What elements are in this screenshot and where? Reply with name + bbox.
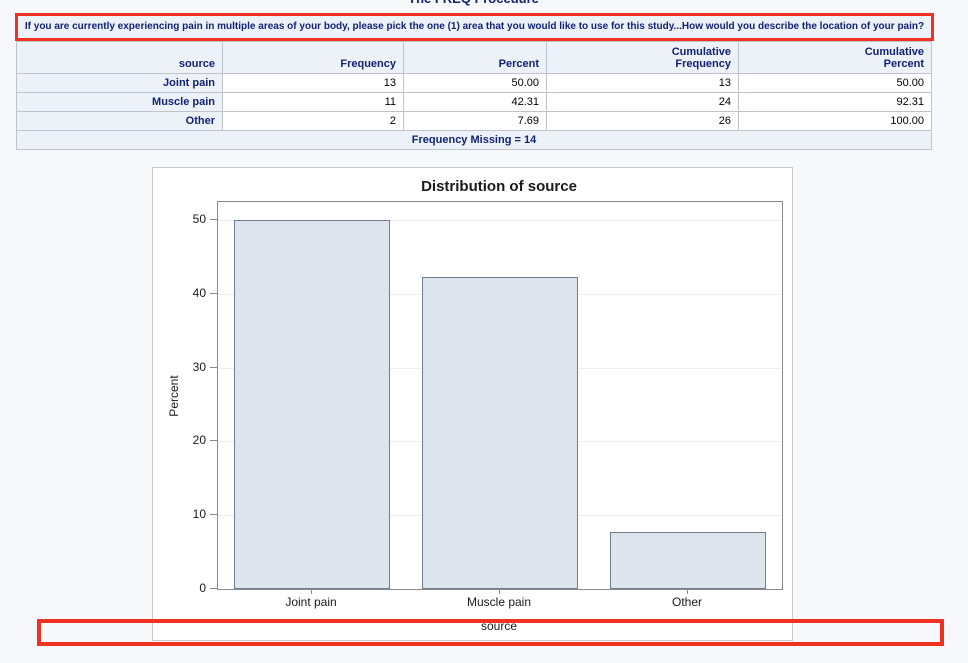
cell-frequency: 11	[222, 92, 404, 112]
y-tick-label: 30	[192, 359, 206, 374]
y-tick-label: 40	[192, 285, 206, 300]
plot-area	[217, 201, 783, 590]
col-header-cumulative-frequency: Cumulative Frequency	[546, 41, 739, 74]
table-footer-row: Frequency Missing = 14	[16, 130, 932, 150]
cell-frequency: 13	[222, 73, 404, 93]
cell-cumulative-frequency: 26	[546, 111, 739, 131]
y-tick-label: 10	[192, 507, 206, 522]
frequency-missing-note: Frequency Missing = 14	[16, 130, 932, 150]
y-axis-tick	[210, 440, 217, 442]
procedure-title: The FREQ Procedure	[16, 0, 931, 6]
cell-cumulative-frequency: 13	[546, 73, 739, 93]
y-tick-label: 0	[199, 581, 206, 595]
cell-frequency: 2	[222, 111, 404, 131]
row-label: Other	[16, 111, 223, 131]
table-header-row: source Frequency Percent Cumulative Freq…	[16, 41, 932, 74]
x-axis-tick	[311, 588, 312, 594]
y-tick-label: 20	[192, 433, 206, 448]
cell-cumulative-percent: 92.31	[738, 92, 932, 112]
col-header-percent: Percent	[403, 41, 547, 74]
x-axis-label: source	[480, 619, 518, 633]
row-label: Joint pain	[16, 73, 223, 93]
cell-cumulative-percent: 100.00	[738, 111, 932, 131]
x-axis-tick	[687, 588, 688, 594]
x-category-label: Muscle pain	[466, 595, 532, 609]
y-axis-tick	[210, 588, 217, 589]
y-axis-tick	[210, 292, 217, 294]
y-tick-label: 50	[192, 212, 206, 226]
table-row-other: Other 2 7.69 26 100.00	[16, 111, 932, 131]
freq-table: source Frequency Percent Cumulative Freq…	[16, 41, 932, 150]
cell-percent: 42.31	[403, 92, 547, 112]
col-header-cumulative-percent: Cumulative Percent	[738, 41, 932, 74]
x-category-label: Other	[671, 595, 702, 609]
y-axis-tick	[210, 514, 217, 516]
table-row-joint-pain: Joint pain 13 50.00 13 50.00	[16, 73, 932, 93]
table-row-muscle-pain: Muscle pain 11 42.31 24 92.31	[16, 92, 932, 112]
cell-percent: 50.00	[403, 73, 547, 93]
chart-bar-muscle-pain	[422, 276, 578, 589]
row-label: Muscle pain	[16, 92, 223, 112]
y-axis-tick	[210, 219, 217, 220]
col-header-source: source	[16, 41, 223, 74]
x-axis-tick	[499, 588, 500, 594]
chart-title: Distribution of source	[421, 178, 577, 195]
chart-bar-other	[610, 532, 766, 589]
highlight-box-question: If you are currently experiencing pain i…	[15, 13, 934, 41]
cell-cumulative-percent: 50.00	[738, 73, 932, 93]
cell-cumulative-frequency: 24	[546, 92, 739, 112]
y-axis-tick	[210, 366, 217, 368]
col-header-frequency: Frequency	[222, 41, 404, 74]
table-caption-question: If you are currently experiencing pain i…	[18, 16, 931, 38]
gridline	[218, 220, 782, 221]
cell-percent: 7.69	[403, 111, 547, 131]
x-category-label: Joint pain	[285, 595, 337, 609]
chart-bar-joint-pain	[234, 220, 390, 589]
